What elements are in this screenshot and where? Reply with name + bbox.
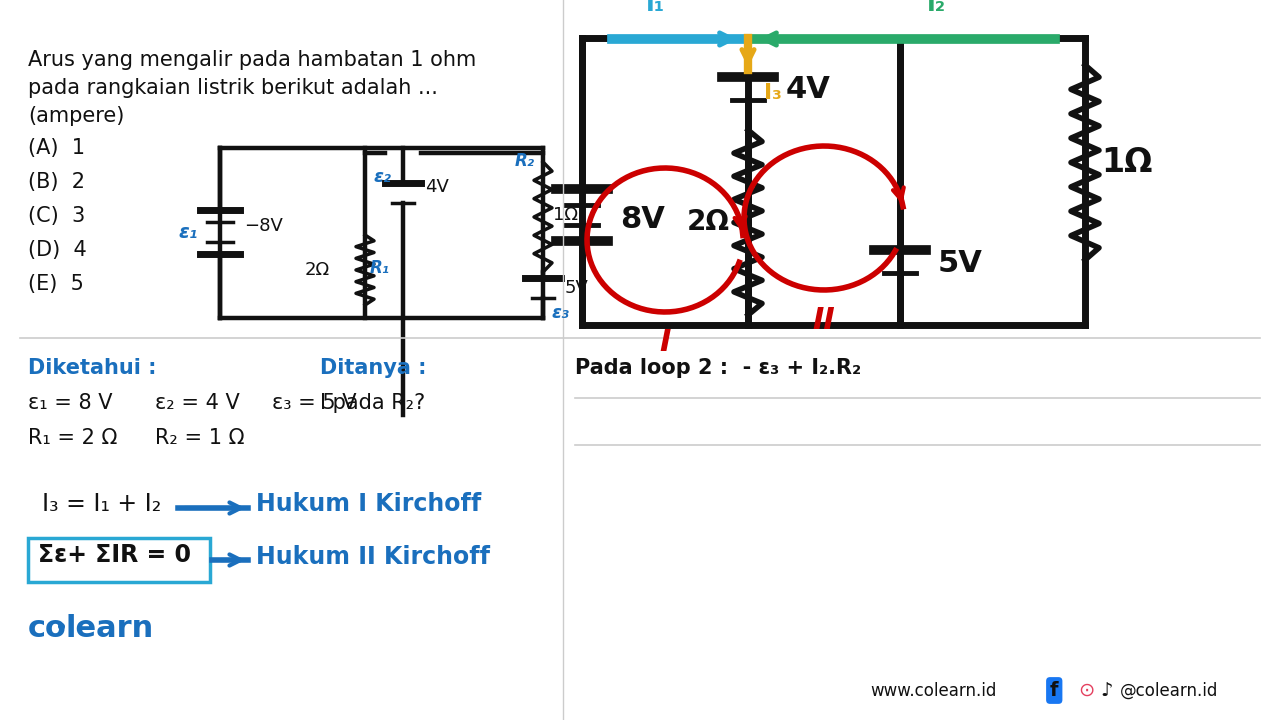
Text: 5V: 5V <box>564 279 589 297</box>
Text: @colearn.id: @colearn.id <box>1120 682 1219 700</box>
Text: f: f <box>1050 681 1059 700</box>
Text: Hukum I Kirchoff: Hukum I Kirchoff <box>256 492 481 516</box>
Text: I₁: I₁ <box>645 0 664 16</box>
Text: R₂: R₂ <box>515 152 535 170</box>
Text: R₂ = 1 Ω: R₂ = 1 Ω <box>155 428 244 448</box>
Text: 2Ω: 2Ω <box>687 208 730 236</box>
Text: ε₁: ε₁ <box>179 222 198 241</box>
Text: ε₂: ε₂ <box>374 168 390 186</box>
Text: www.colearn.id: www.colearn.id <box>870 682 996 700</box>
Text: I₃: I₃ <box>764 83 782 103</box>
Text: I pada R₂?: I pada R₂? <box>320 393 425 413</box>
Text: (C)  3: (C) 3 <box>28 206 86 226</box>
Text: (D)  4: (D) 4 <box>28 240 87 260</box>
Text: co: co <box>28 614 67 643</box>
Text: I₃ = I₁ + I₂: I₃ = I₁ + I₂ <box>42 492 161 516</box>
Text: learn: learn <box>67 614 155 643</box>
Text: Arus yang mengalir pada hambatan 1 ohm: Arus yang mengalir pada hambatan 1 ohm <box>28 50 476 70</box>
Text: ε₃: ε₃ <box>550 304 568 322</box>
Text: Ditanya :: Ditanya : <box>320 358 426 378</box>
Text: (ampere): (ampere) <box>28 106 124 126</box>
Text: Pada loop 2 :  - ε₃ + I₂.R₂: Pada loop 2 : - ε₃ + I₂.R₂ <box>575 358 861 378</box>
Text: ⊙: ⊙ <box>1078 681 1094 700</box>
Text: 8V: 8V <box>620 205 664 235</box>
Text: 4V: 4V <box>425 178 449 196</box>
Text: ε₁ = 8 V: ε₁ = 8 V <box>28 393 113 413</box>
Text: Diketahui :: Diketahui : <box>28 358 156 378</box>
Text: 5V: 5V <box>938 248 983 277</box>
Text: Σε+ ΣIR = 0: Σε+ ΣIR = 0 <box>38 543 191 567</box>
Text: ♪: ♪ <box>1100 681 1112 700</box>
Text: I₂: I₂ <box>927 0 946 16</box>
Text: pada rangkaian listrik berikut adalah ...: pada rangkaian listrik berikut adalah ..… <box>28 78 438 98</box>
Text: (B)  2: (B) 2 <box>28 172 84 192</box>
Text: 4V: 4V <box>786 76 831 104</box>
Text: −8V: −8V <box>244 217 283 235</box>
Text: (A)  1: (A) 1 <box>28 138 84 158</box>
Text: Hukum II Kirchoff: Hukum II Kirchoff <box>256 545 490 569</box>
Text: 1Ω: 1Ω <box>553 206 579 224</box>
Text: ε₂ = 4 V: ε₂ = 4 V <box>155 393 239 413</box>
FancyBboxPatch shape <box>28 538 210 582</box>
Text: 2Ω: 2Ω <box>305 261 330 279</box>
Text: (E)  5: (E) 5 <box>28 274 84 294</box>
Text: R₁ = 2 Ω: R₁ = 2 Ω <box>28 428 118 448</box>
Text: II: II <box>813 306 836 335</box>
Text: ε₃ = 5 V: ε₃ = 5 V <box>273 393 357 413</box>
Text: I: I <box>659 328 671 357</box>
Text: 1Ω: 1Ω <box>1101 145 1152 179</box>
Text: R₁: R₁ <box>370 259 390 277</box>
